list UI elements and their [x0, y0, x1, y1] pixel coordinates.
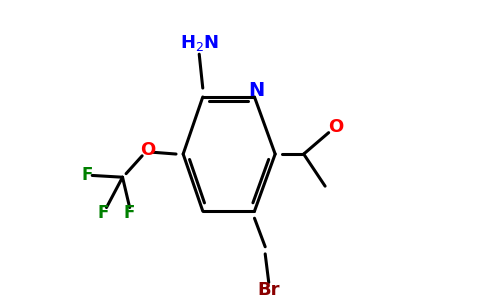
Text: H$_2$N: H$_2$N	[180, 34, 219, 53]
Text: N: N	[248, 81, 264, 100]
Text: O: O	[328, 118, 344, 136]
Text: F: F	[97, 204, 108, 222]
Text: Br: Br	[257, 280, 280, 298]
Text: F: F	[124, 204, 136, 222]
Text: F: F	[81, 167, 92, 184]
Text: O: O	[140, 142, 155, 160]
